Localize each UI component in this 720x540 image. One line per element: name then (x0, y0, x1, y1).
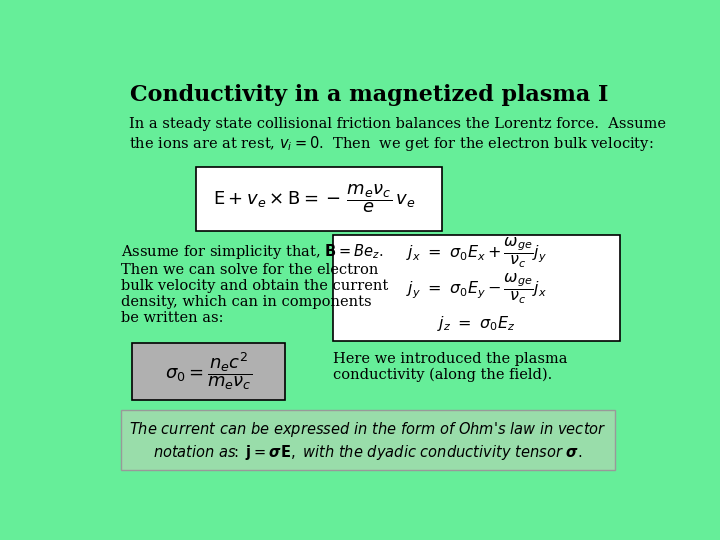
Text: In a steady state collisional friction balances the Lorentz force.  Assume
the i: In a steady state collisional friction b… (129, 117, 666, 153)
Text: $\sigma_0 = \dfrac{n_e c^2}{m_e \nu_c}$: $\sigma_0 = \dfrac{n_e c^2}{m_e \nu_c}$ (165, 350, 252, 393)
Text: $\mathrm{E} + v_e \times \mathrm{B} = -\,\dfrac{m_e\nu_c}{e}\,v_e$: $\mathrm{E} + v_e \times \mathrm{B} = -\… (212, 183, 415, 215)
Text: Assume for simplicity that, $\mathbf{B}=Be_z$.
Then we can solve for the electro: Assume for simplicity that, $\mathbf{B}=… (121, 241, 388, 325)
Text: $\mathit{notation\ as\!\!:}$ $\mathbf{j} = \boldsymbol{\sigma}\mathbf{E}$$\mathi: $\mathit{notation\ as\!\!:}$ $\mathbf{j}… (153, 443, 582, 462)
Text: $j_y \ = \ \sigma_0 E_y - \dfrac{\omega_{ge}}{\nu_c} j_x$: $j_y \ = \ \sigma_0 E_y - \dfrac{\omega_… (406, 271, 547, 306)
FancyBboxPatch shape (333, 235, 620, 341)
Text: $\mathit{The\ current\ can\ be\ expressed\ in\ the\ form\ of\ Ohm\text{'}s\ law\: $\mathit{The\ current\ can\ be\ expresse… (129, 420, 606, 439)
Text: $j_z \ = \ \sigma_0 E_z$: $j_z \ = \ \sigma_0 E_z$ (437, 314, 516, 333)
FancyBboxPatch shape (121, 410, 615, 470)
FancyBboxPatch shape (132, 343, 285, 400)
Text: $j_x \ = \ \sigma_0 E_x + \dfrac{\omega_{ge}}{\nu_c} j_y$: $j_x \ = \ \sigma_0 E_x + \dfrac{\omega_… (406, 235, 547, 270)
Text: Conductivity in a magnetized plasma I: Conductivity in a magnetized plasma I (130, 84, 608, 105)
FancyBboxPatch shape (196, 167, 441, 231)
Text: Here we introduced the plasma
conductivity (along the field).: Here we introduced the plasma conductivi… (333, 352, 567, 382)
